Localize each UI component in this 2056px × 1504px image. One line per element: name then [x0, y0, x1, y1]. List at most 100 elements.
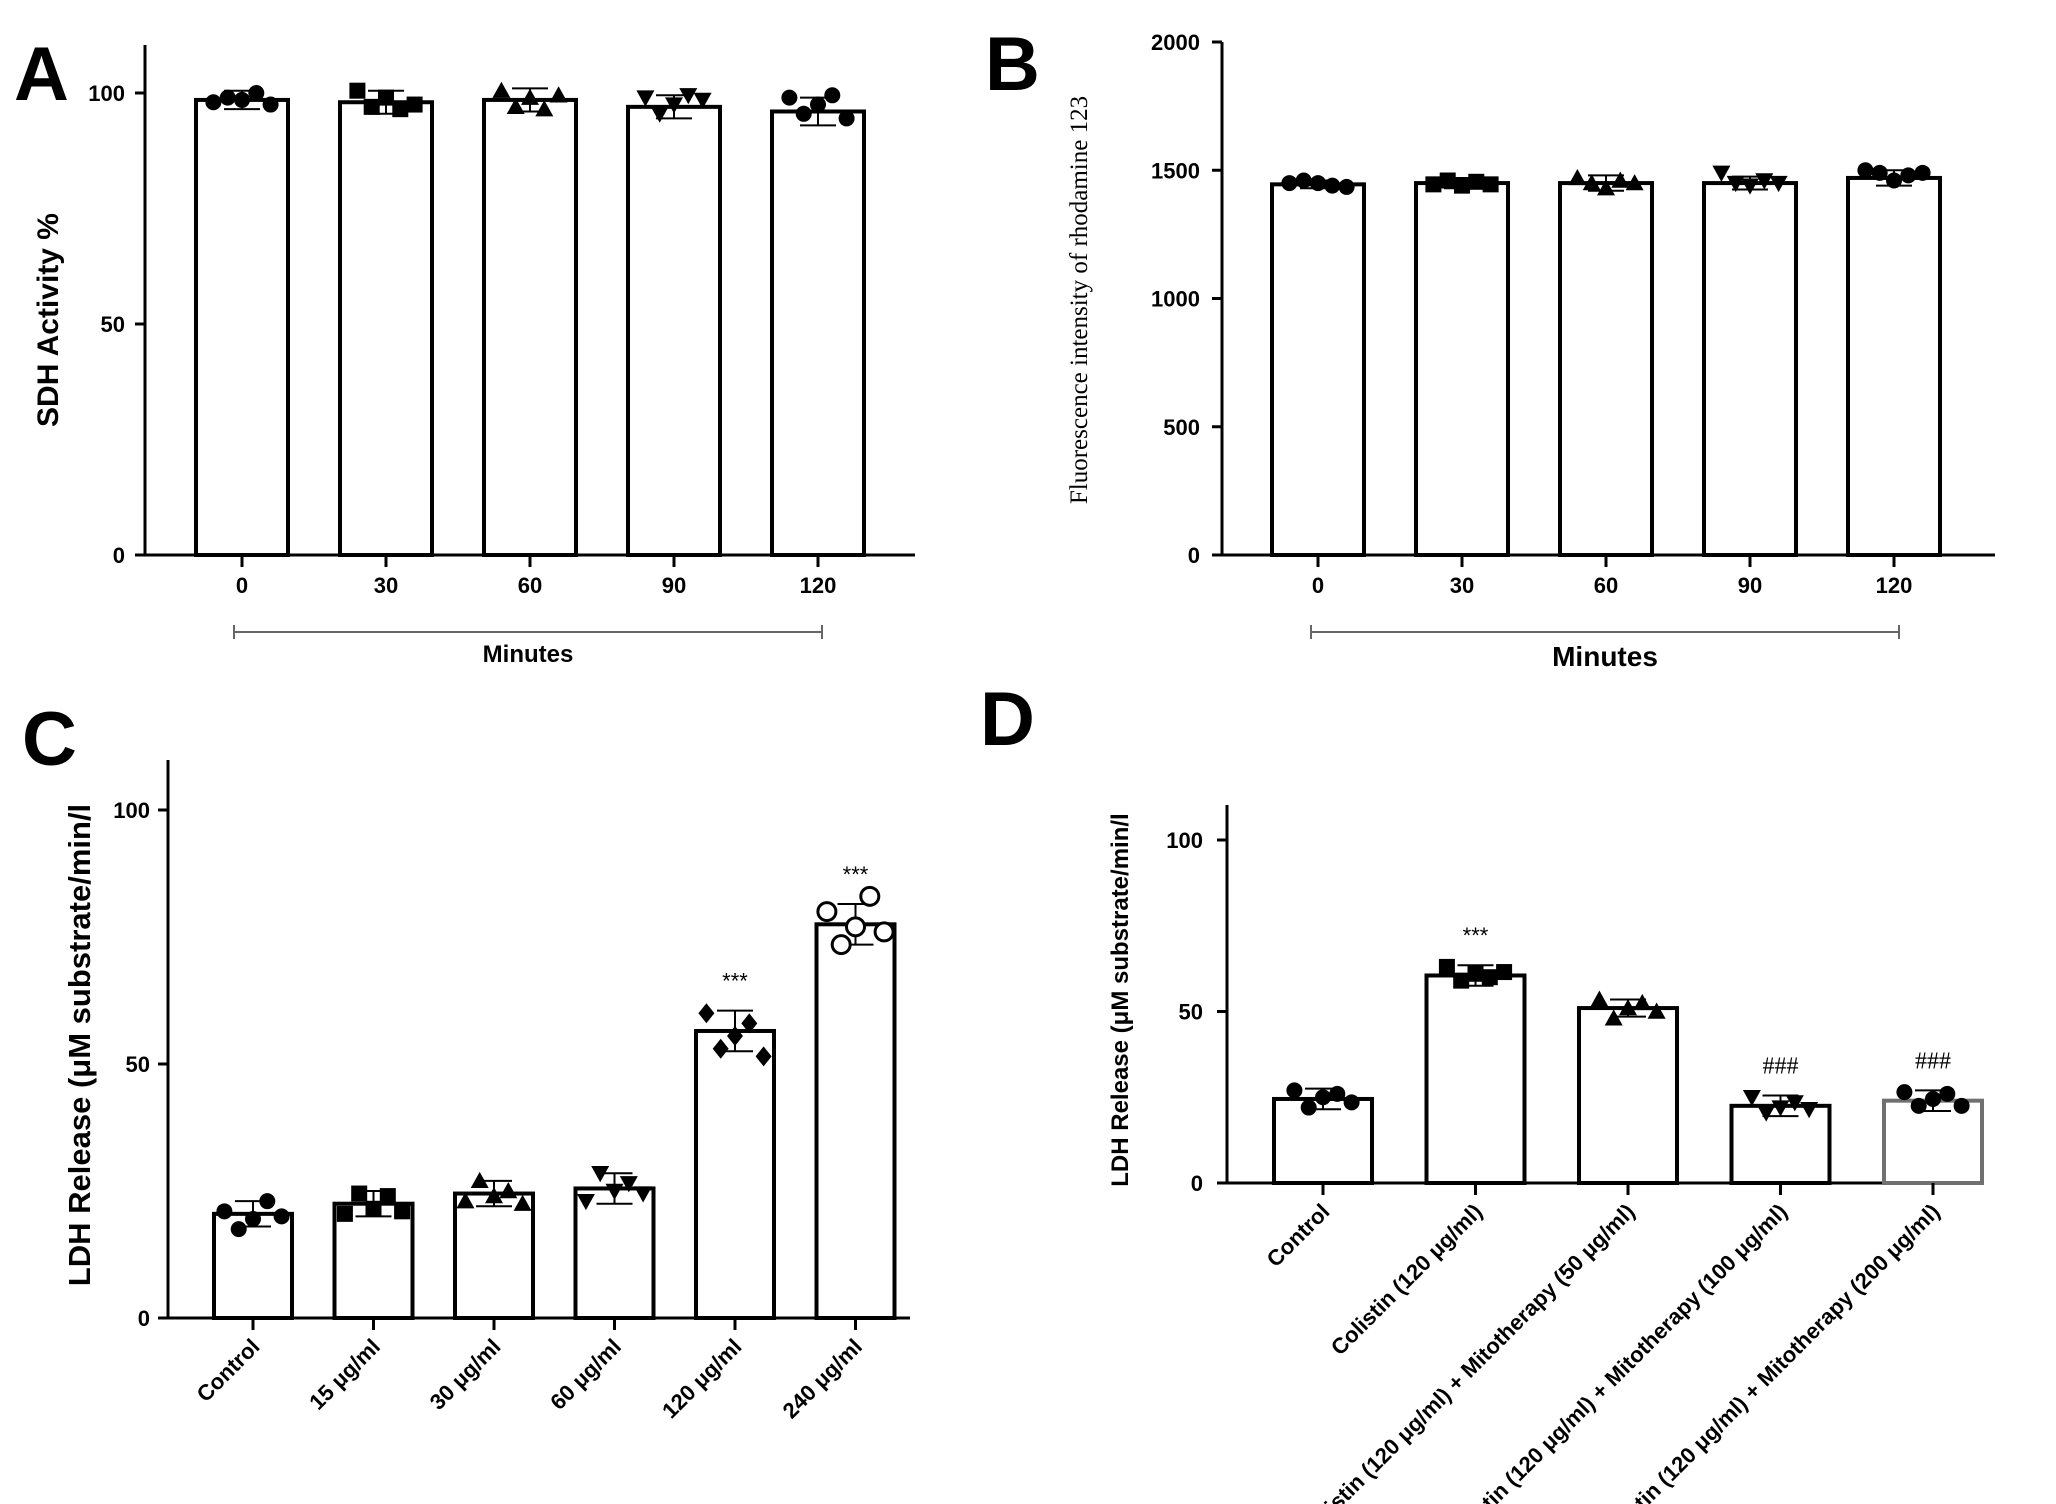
data-point-c — [619, 1176, 638, 1193]
data-point-c — [456, 1192, 475, 1209]
bar-b — [1846, 175, 1942, 557]
data-point-b — [1281, 175, 1298, 192]
data-point-b — [1914, 164, 1931, 181]
x-tick-label-c: 240 μg/ml — [778, 1334, 867, 1423]
data-point-b — [1324, 177, 1341, 194]
data-point-a — [521, 88, 539, 105]
data-point-d — [1481, 969, 1498, 986]
panel-letter-b: B — [985, 22, 1040, 107]
data-point-d — [1939, 1085, 1956, 1102]
data-point-c — [741, 1013, 758, 1034]
data-point-c — [845, 916, 866, 938]
data-point-b — [1568, 168, 1587, 186]
data-point-d — [1329, 1085, 1346, 1102]
data-point-a — [392, 101, 409, 118]
data-point-a — [248, 85, 265, 101]
data-point-b — [1886, 172, 1902, 189]
data-point-c — [245, 1210, 261, 1227]
data-point-c — [859, 885, 881, 907]
bar-c — [573, 1186, 656, 1320]
x-tick-label-c: 30 μg/ml — [425, 1334, 506, 1415]
data-point-b — [1755, 173, 1774, 190]
x-axis-label-b: Minutes — [1552, 641, 1658, 672]
data-point-a — [636, 90, 655, 107]
y-tick-label-c: 100 — [113, 798, 150, 823]
data-point-c — [230, 1221, 247, 1238]
data-point-c — [485, 1187, 503, 1204]
data-point-c — [336, 1205, 353, 1222]
data-point-a — [810, 96, 826, 113]
data-point-c — [351, 1185, 368, 1202]
y-tick-label-a: 0 — [113, 543, 125, 568]
x-tick-label-b: 60 — [1594, 573, 1618, 598]
x-tick-label-b: 0 — [1312, 573, 1324, 598]
y-tick-label-d: 100 — [1166, 828, 1203, 853]
data-point-a — [693, 92, 712, 109]
data-point-d — [1315, 1089, 1331, 1106]
data-point-c — [499, 1182, 518, 1199]
data-point-c — [259, 1193, 276, 1210]
x-axis-label-a: Minutes — [483, 641, 574, 668]
data-point-c — [365, 1200, 382, 1217]
data-point-a — [650, 106, 669, 123]
data-point-d — [1604, 1009, 1623, 1026]
y-tick-label-b: 0 — [1188, 543, 1200, 568]
data-point-d — [1925, 1090, 1941, 1107]
bar-d — [1577, 1006, 1679, 1185]
y-tick-label-d: 50 — [1179, 1000, 1203, 1025]
data-point-d — [1590, 990, 1609, 1007]
data-point-a — [205, 94, 222, 111]
x-tick-label-a: 30 — [374, 573, 398, 598]
y-axis-label-c: LDH Release (μM substrate/min/l — [62, 804, 97, 1286]
significance-label-c: *** — [843, 862, 869, 887]
data-point-c — [873, 921, 895, 943]
bar-b — [1270, 182, 1366, 557]
data-point-a — [795, 105, 812, 122]
data-point-d — [1438, 958, 1455, 975]
y-tick-label-a: 100 — [88, 81, 125, 106]
y-tick-label-c: 0 — [138, 1306, 150, 1331]
data-point-b — [1871, 164, 1888, 181]
bar-d — [1424, 973, 1527, 1185]
data-point-b — [1769, 175, 1788, 193]
y-tick-label-b: 500 — [1163, 415, 1200, 440]
data-point-b — [1582, 174, 1601, 191]
data-point-b — [1611, 171, 1630, 188]
data-point-d — [1496, 964, 1513, 981]
bar-d — [1272, 1096, 1374, 1185]
data-point-a — [665, 97, 683, 114]
data-point-b — [1338, 178, 1355, 195]
data-point-c — [634, 1186, 653, 1203]
data-point-c — [698, 1003, 715, 1024]
data-point-d — [1771, 1100, 1790, 1117]
bar-a — [626, 104, 722, 558]
x-tick-label-a: 90 — [662, 573, 686, 598]
bar-d — [1729, 1103, 1832, 1185]
x-tick-label-a: 120 — [800, 573, 837, 598]
data-point-b — [1857, 162, 1874, 179]
data-point-a — [824, 87, 841, 104]
data-point-c — [605, 1183, 624, 1200]
x-tick-label-c: 15 μg/ml — [304, 1334, 385, 1415]
data-point-d — [1647, 1002, 1666, 1019]
panel-letter-d: D — [980, 677, 1035, 762]
y-tick-label-d: 0 — [1191, 1171, 1203, 1196]
data-point-b — [1726, 175, 1745, 193]
significance-label-d: ### — [1915, 1048, 1951, 1074]
x-tick-label-c: Control — [192, 1334, 265, 1407]
data-point-a — [234, 91, 250, 108]
data-point-a — [492, 81, 511, 98]
data-point-c — [470, 1171, 489, 1189]
bar-a — [770, 109, 866, 557]
data-point-a — [679, 88, 698, 105]
bar-a — [338, 100, 434, 558]
data-point-c — [513, 1194, 532, 1211]
data-point-a — [349, 82, 366, 99]
chart-panel-b: 0 500 1000 1500 2000 Fluorescence intensity o… — [1066, 30, 1995, 672]
data-point-d — [1453, 972, 1470, 989]
x-tick-label-a: 60 — [518, 573, 542, 598]
data-point-d — [1800, 1102, 1819, 1119]
data-point-c — [830, 934, 852, 956]
data-point-b — [1625, 174, 1644, 191]
